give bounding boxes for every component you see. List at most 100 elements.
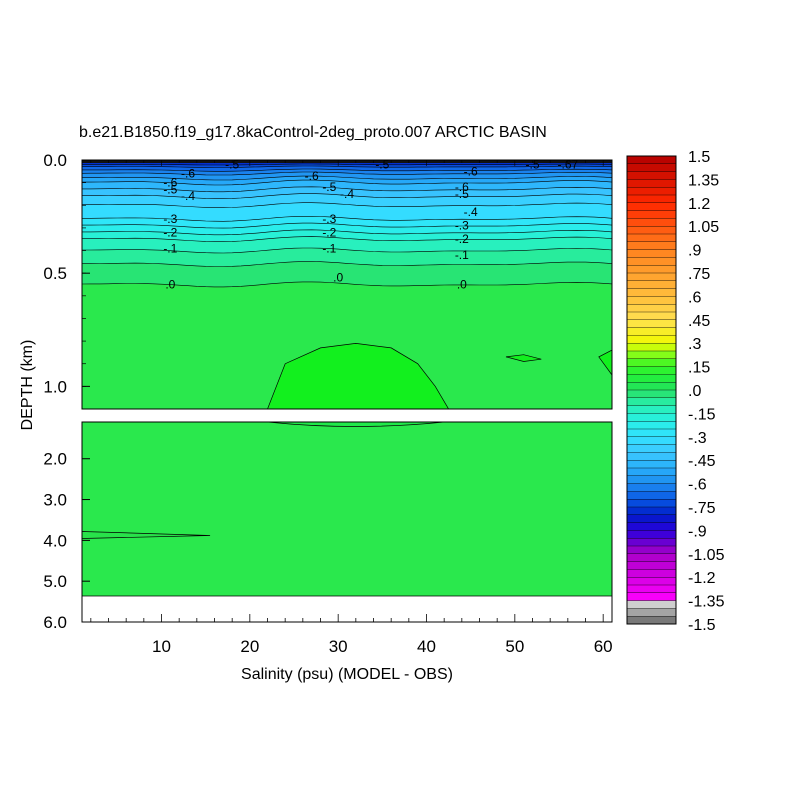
colorbar-frame	[626, 155, 677, 625]
colorbar-bin	[626, 592, 677, 602]
contour-line	[82, 168, 612, 172]
contour-label: -.1	[163, 241, 177, 255]
y-axis: 0.0 0.5 1.0 2.0 3.0 4.0 5.0 6.0	[43, 151, 90, 632]
colorbar-bin	[626, 522, 677, 531]
colorbar-bin	[626, 249, 677, 258]
colorbar-bin	[626, 241, 677, 251]
colorbar-bin	[626, 311, 677, 321]
colorbar-bin	[626, 506, 677, 516]
contour-label: .0	[165, 278, 175, 292]
colorbar-bin	[626, 514, 677, 524]
contour-label: -.2	[322, 225, 336, 239]
colorbar-label: 1.05	[688, 219, 719, 236]
contour-line	[82, 163, 612, 166]
y-tick-label: 0.0	[43, 151, 67, 170]
colorbar-label: -.6	[688, 477, 707, 494]
colorbar-bin	[626, 265, 677, 274]
colorbar-bin	[626, 358, 677, 368]
contour-label: -.6	[455, 180, 469, 194]
colorbar-bin	[626, 452, 677, 461]
colorbar-bin	[626, 397, 677, 407]
colorbar-bin	[626, 545, 677, 555]
x-tick-label: 60	[594, 637, 613, 656]
colorbar-bin	[626, 616, 677, 625]
colorbar-bin	[626, 421, 677, 430]
contour-label: -.5	[525, 158, 539, 172]
colorbar-label: .9	[688, 243, 701, 260]
colorbar-bin	[626, 600, 677, 609]
colorbar-bin	[626, 327, 677, 336]
colorbar-bin	[626, 499, 677, 508]
colorbar-bin	[626, 272, 677, 282]
contour-label: -.5	[163, 182, 177, 196]
contour-label: -.1	[322, 241, 336, 255]
colorbar-bin	[626, 389, 677, 399]
positive-anomaly-patch	[267, 343, 450, 409]
lower-panel-frame	[81, 421, 613, 623]
upper-panel-frame	[81, 159, 613, 410]
colorbar-bin	[626, 343, 677, 352]
colorbar-bin	[626, 382, 677, 391]
colorbar-label: -1.5	[688, 617, 716, 634]
colorbar-bin	[626, 491, 677, 500]
colorbar-bin	[626, 366, 677, 375]
colorbar-label: 1.2	[688, 196, 710, 213]
colorbar-label: .3	[688, 336, 701, 353]
lower-contour-line	[267, 422, 445, 427]
colorbar-bin	[626, 202, 677, 212]
contour-label: -.5	[225, 158, 239, 172]
colorbar-bin	[626, 280, 677, 290]
colorbar-bin	[626, 530, 677, 539]
colorbar-bin	[626, 225, 677, 235]
colorbar-label: -.3	[688, 430, 707, 447]
contour-label: .0	[333, 271, 343, 285]
contour-line	[82, 281, 612, 288]
colorbar-bin	[626, 350, 677, 360]
colorbar-bin	[626, 374, 677, 383]
colorbar-bin	[626, 475, 677, 485]
colorbar-bin	[626, 444, 677, 453]
chart-title: b.e21.B1850.f19_g17.8kaControl-2deg_prot…	[79, 124, 547, 141]
contour-label: -.6	[181, 167, 195, 181]
y-axis-title: DEPTH (km)	[19, 340, 36, 431]
colorbar-bin	[626, 288, 677, 297]
colorbar-label: -.45	[688, 453, 716, 470]
y-tick-label: 2.0	[43, 450, 67, 469]
colorbar-label: .6	[688, 289, 701, 306]
colorbar-label: -1.2	[688, 570, 716, 587]
colorbar-bin	[626, 569, 677, 578]
x-axis-title: Salinity (psu) (MODEL - OBS)	[241, 666, 453, 683]
colorbar-bin	[626, 155, 677, 165]
contour-line	[82, 165, 612, 168]
colorbar-label: -.9	[688, 523, 707, 540]
colorbar-label: .15	[688, 360, 710, 377]
contour-label: -.6	[464, 164, 478, 178]
contour-label: -.4	[464, 205, 478, 219]
contour-line	[82, 179, 612, 186]
contour-line	[82, 171, 612, 176]
contour-line	[82, 175, 612, 181]
colorbar-bin	[626, 171, 677, 180]
colorbar-bin	[626, 553, 677, 563]
colorbar-label: -.75	[688, 500, 716, 517]
colorbar-bin	[626, 428, 677, 438]
contour-line	[82, 261, 612, 267]
contour-label: -.6	[163, 176, 177, 190]
contour-line	[82, 193, 612, 199]
contour-line	[82, 216, 612, 222]
small-anomaly-patch	[505, 354, 542, 362]
colorbar-bin	[626, 179, 677, 188]
colorbar-bin	[626, 304, 677, 313]
upper-depth-panel: -.5-.6 -.6-.5 -.6 -.5 -.67-.6-.5 -.4-.5 -.4 -.6…	[81, 158, 613, 410]
colorbar-bin	[626, 538, 677, 547]
y-tick-label: 0.5	[43, 264, 67, 283]
contour-label: -.6	[305, 169, 319, 183]
contour-line	[82, 229, 612, 236]
lower-panel-fill	[82, 422, 612, 596]
colorbar-bin	[626, 163, 677, 173]
colorbar-bin	[626, 296, 677, 305]
colorbar-bin	[626, 577, 677, 586]
colorbar-bin	[626, 233, 677, 243]
colorbar-bin	[626, 460, 677, 469]
